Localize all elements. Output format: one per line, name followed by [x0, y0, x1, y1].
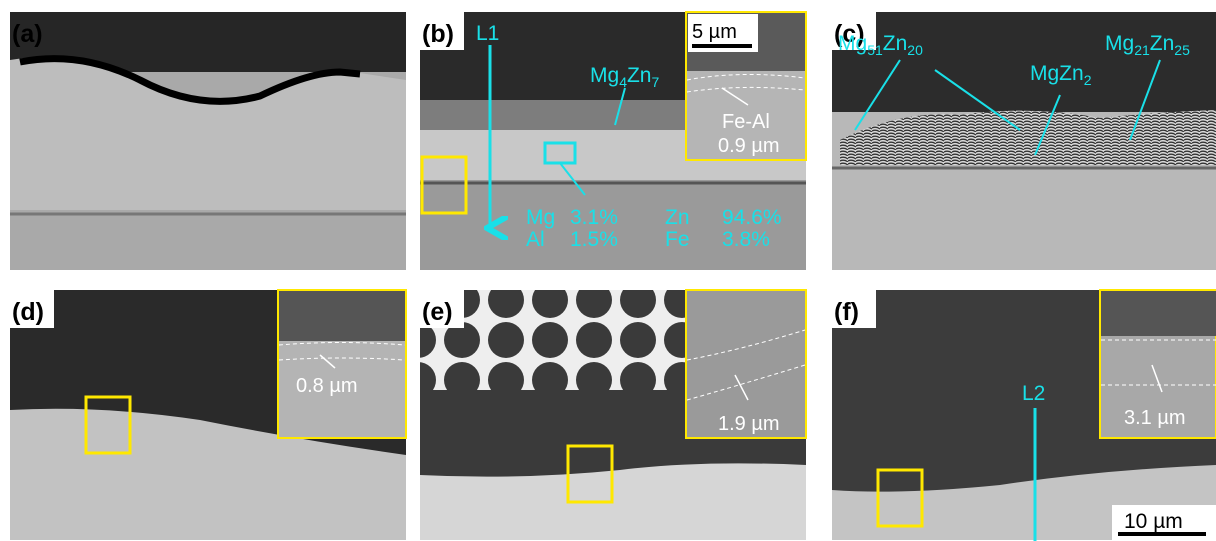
panel-label: (b) — [422, 20, 454, 48]
thickness-label: 3.1 µm — [1124, 407, 1186, 429]
subscript: 4 — [619, 74, 627, 90]
figure: (a) (b) (c) (d) (e) (f) L1 Mg4Zn7 5 µm F… — [0, 0, 1216, 541]
subscript: 21 — [1134, 42, 1150, 58]
element: Zn — [1150, 32, 1175, 55]
composition-cell: Mg — [526, 206, 555, 229]
composition-cell: Fe — [665, 228, 690, 251]
subscript: 7 — [652, 74, 660, 90]
composition-cell: Zn — [665, 206, 690, 229]
panel-d — [10, 290, 406, 540]
composition-cell: 3.1% — [570, 206, 618, 229]
element: Zn — [883, 32, 908, 55]
element: Zn — [627, 64, 652, 87]
subscript: 51 — [867, 42, 883, 58]
panel-label: (a) — [12, 20, 43, 48]
thickness-label: 0.9 µm — [718, 135, 780, 157]
subscript: 20 — [907, 42, 923, 58]
line-label: L2 — [1022, 382, 1045, 405]
element: Mg — [590, 64, 619, 87]
scale-label: 10 µm — [1124, 510, 1183, 533]
panel-label: (d) — [12, 298, 44, 326]
composition-cell: 1.5% — [570, 228, 618, 251]
panel-a — [10, 12, 406, 270]
subscript: 2 — [1084, 72, 1092, 88]
line-label: L1 — [476, 22, 499, 45]
scale-label: 5 µm — [692, 21, 737, 43]
panel-label: (f) — [834, 298, 859, 326]
subscript: 25 — [1174, 42, 1190, 58]
composition-cell: 3.8% — [722, 228, 770, 251]
thickness-label: 0.8 µm — [296, 375, 358, 397]
element: MgZn — [1030, 62, 1084, 85]
layer-label: Fe-Al — [722, 111, 770, 133]
element: Mg — [1105, 32, 1134, 55]
element: Mg — [838, 32, 867, 55]
composition-cell: Al — [526, 228, 545, 251]
thickness-label: 1.9 µm — [718, 413, 780, 435]
composition-cell: 94.6% — [722, 206, 782, 229]
phase-label: MgZn2 — [1030, 62, 1092, 88]
panel-label: (e) — [422, 298, 453, 326]
